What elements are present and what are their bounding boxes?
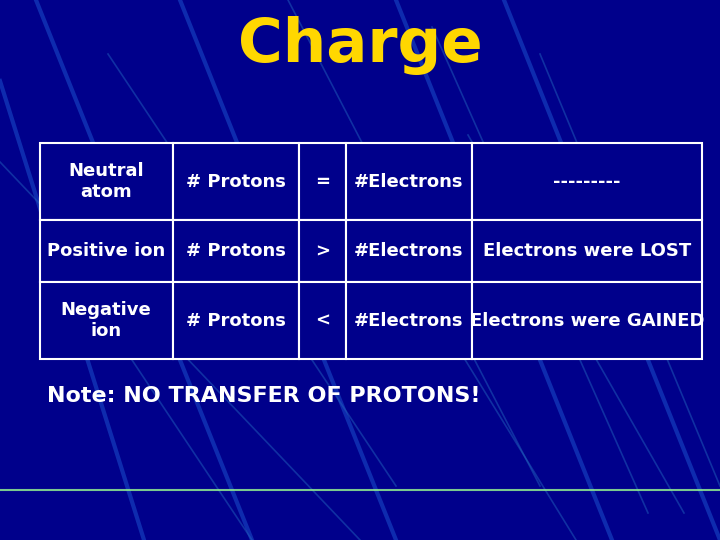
Text: =: =: [315, 173, 330, 191]
Bar: [173, 143, 299, 220]
Bar: [346, 220, 472, 282]
Text: >: >: [315, 242, 330, 260]
Text: #Electrons: #Electrons: [354, 173, 464, 191]
Bar: [472, 220, 702, 282]
Text: <: <: [315, 312, 330, 329]
Text: Neutral
atom: Neutral atom: [68, 163, 144, 201]
Text: Electrons were LOST: Electrons were LOST: [482, 242, 691, 260]
Text: Electrons were GAINED: Electrons were GAINED: [469, 312, 704, 329]
Text: #Electrons: #Electrons: [354, 242, 464, 260]
Bar: [346, 143, 472, 220]
Text: Negative
ion: Negative ion: [60, 301, 152, 340]
Text: Charge: Charge: [238, 16, 482, 76]
Text: # Protons: # Protons: [186, 173, 286, 191]
Bar: [299, 143, 346, 220]
Text: #Electrons: #Electrons: [354, 312, 464, 329]
Text: Positive ion: Positive ion: [47, 242, 166, 260]
Text: ---------: ---------: [553, 173, 621, 191]
Bar: [299, 282, 346, 359]
Text: # Protons: # Protons: [186, 242, 286, 260]
Text: # Protons: # Protons: [186, 312, 286, 329]
Bar: [173, 282, 299, 359]
Bar: [173, 220, 299, 282]
Bar: [40, 143, 173, 220]
Bar: [346, 282, 472, 359]
Bar: [299, 220, 346, 282]
Bar: [472, 282, 702, 359]
Bar: [40, 220, 173, 282]
Bar: [40, 282, 173, 359]
Bar: [472, 143, 702, 220]
Text: Note: NO TRANSFER OF PROTONS!: Note: NO TRANSFER OF PROTONS!: [47, 386, 480, 406]
